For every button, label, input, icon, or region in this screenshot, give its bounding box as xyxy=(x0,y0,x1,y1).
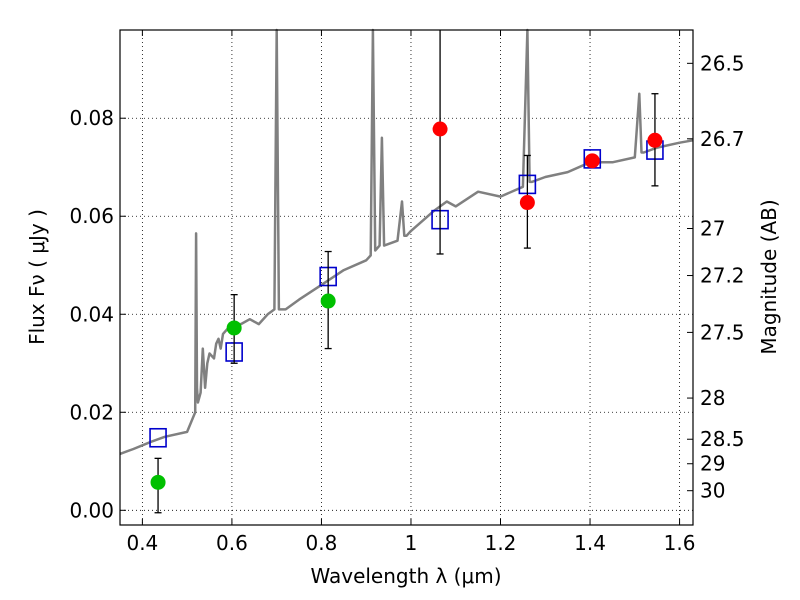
mag-tick-label: 27.5 xyxy=(700,320,745,344)
x-axis-title: Wavelength λ (μm) xyxy=(310,564,501,588)
y-tick-label: 0.06 xyxy=(69,204,114,228)
spectrum-line xyxy=(119,28,694,456)
data-layer xyxy=(119,28,694,514)
mag-tick-label: 27 xyxy=(700,216,725,240)
x-tick-label: 1.4 xyxy=(574,531,606,555)
tick-layer: 0.4 0.6 0.8 1 1.2 1.4 1.6 0.00 0.02 0.04 0.06 0.08 2… xyxy=(69,30,745,555)
x-tick-label: 0.6 xyxy=(216,531,248,555)
photometry-point xyxy=(519,195,535,211)
y-axis-title: Flux Fν ( μJy ) xyxy=(25,209,49,345)
model-square-marker xyxy=(149,427,167,448)
y-tick-label: 0.04 xyxy=(69,302,114,326)
x-tick-label: 1.6 xyxy=(664,531,696,555)
grid-layer xyxy=(120,30,693,525)
mag-tick-label: 29 xyxy=(700,452,725,476)
photometry-point xyxy=(432,121,448,137)
mag-tick-label: 26.5 xyxy=(700,51,745,75)
photometry-point xyxy=(320,293,336,309)
mag-tick-label: 27.2 xyxy=(700,264,745,288)
photometry-point xyxy=(226,320,242,336)
photometry-point xyxy=(647,132,663,148)
mag-tick-label: 28.5 xyxy=(700,427,745,451)
mag-tick-label: 28 xyxy=(700,386,725,410)
x-tick-label: 1 xyxy=(405,531,418,555)
mag-tick-label: 26.7 xyxy=(700,127,745,151)
x-tick-label: 1.2 xyxy=(485,531,517,555)
x-tick-label: 0.4 xyxy=(126,531,158,555)
y-axis-title-right: Magnitude (AB) xyxy=(757,199,781,354)
photometry-point xyxy=(150,474,166,490)
photometry-point xyxy=(584,153,600,169)
y-tick-label: 0.00 xyxy=(69,498,114,522)
plot-frame xyxy=(119,29,694,526)
x-tick-label: 0.8 xyxy=(306,531,338,555)
mag-tick-label: 30 xyxy=(700,479,725,503)
y-tick-label: 0.08 xyxy=(69,106,114,130)
y-tick-label: 0.02 xyxy=(69,400,114,424)
